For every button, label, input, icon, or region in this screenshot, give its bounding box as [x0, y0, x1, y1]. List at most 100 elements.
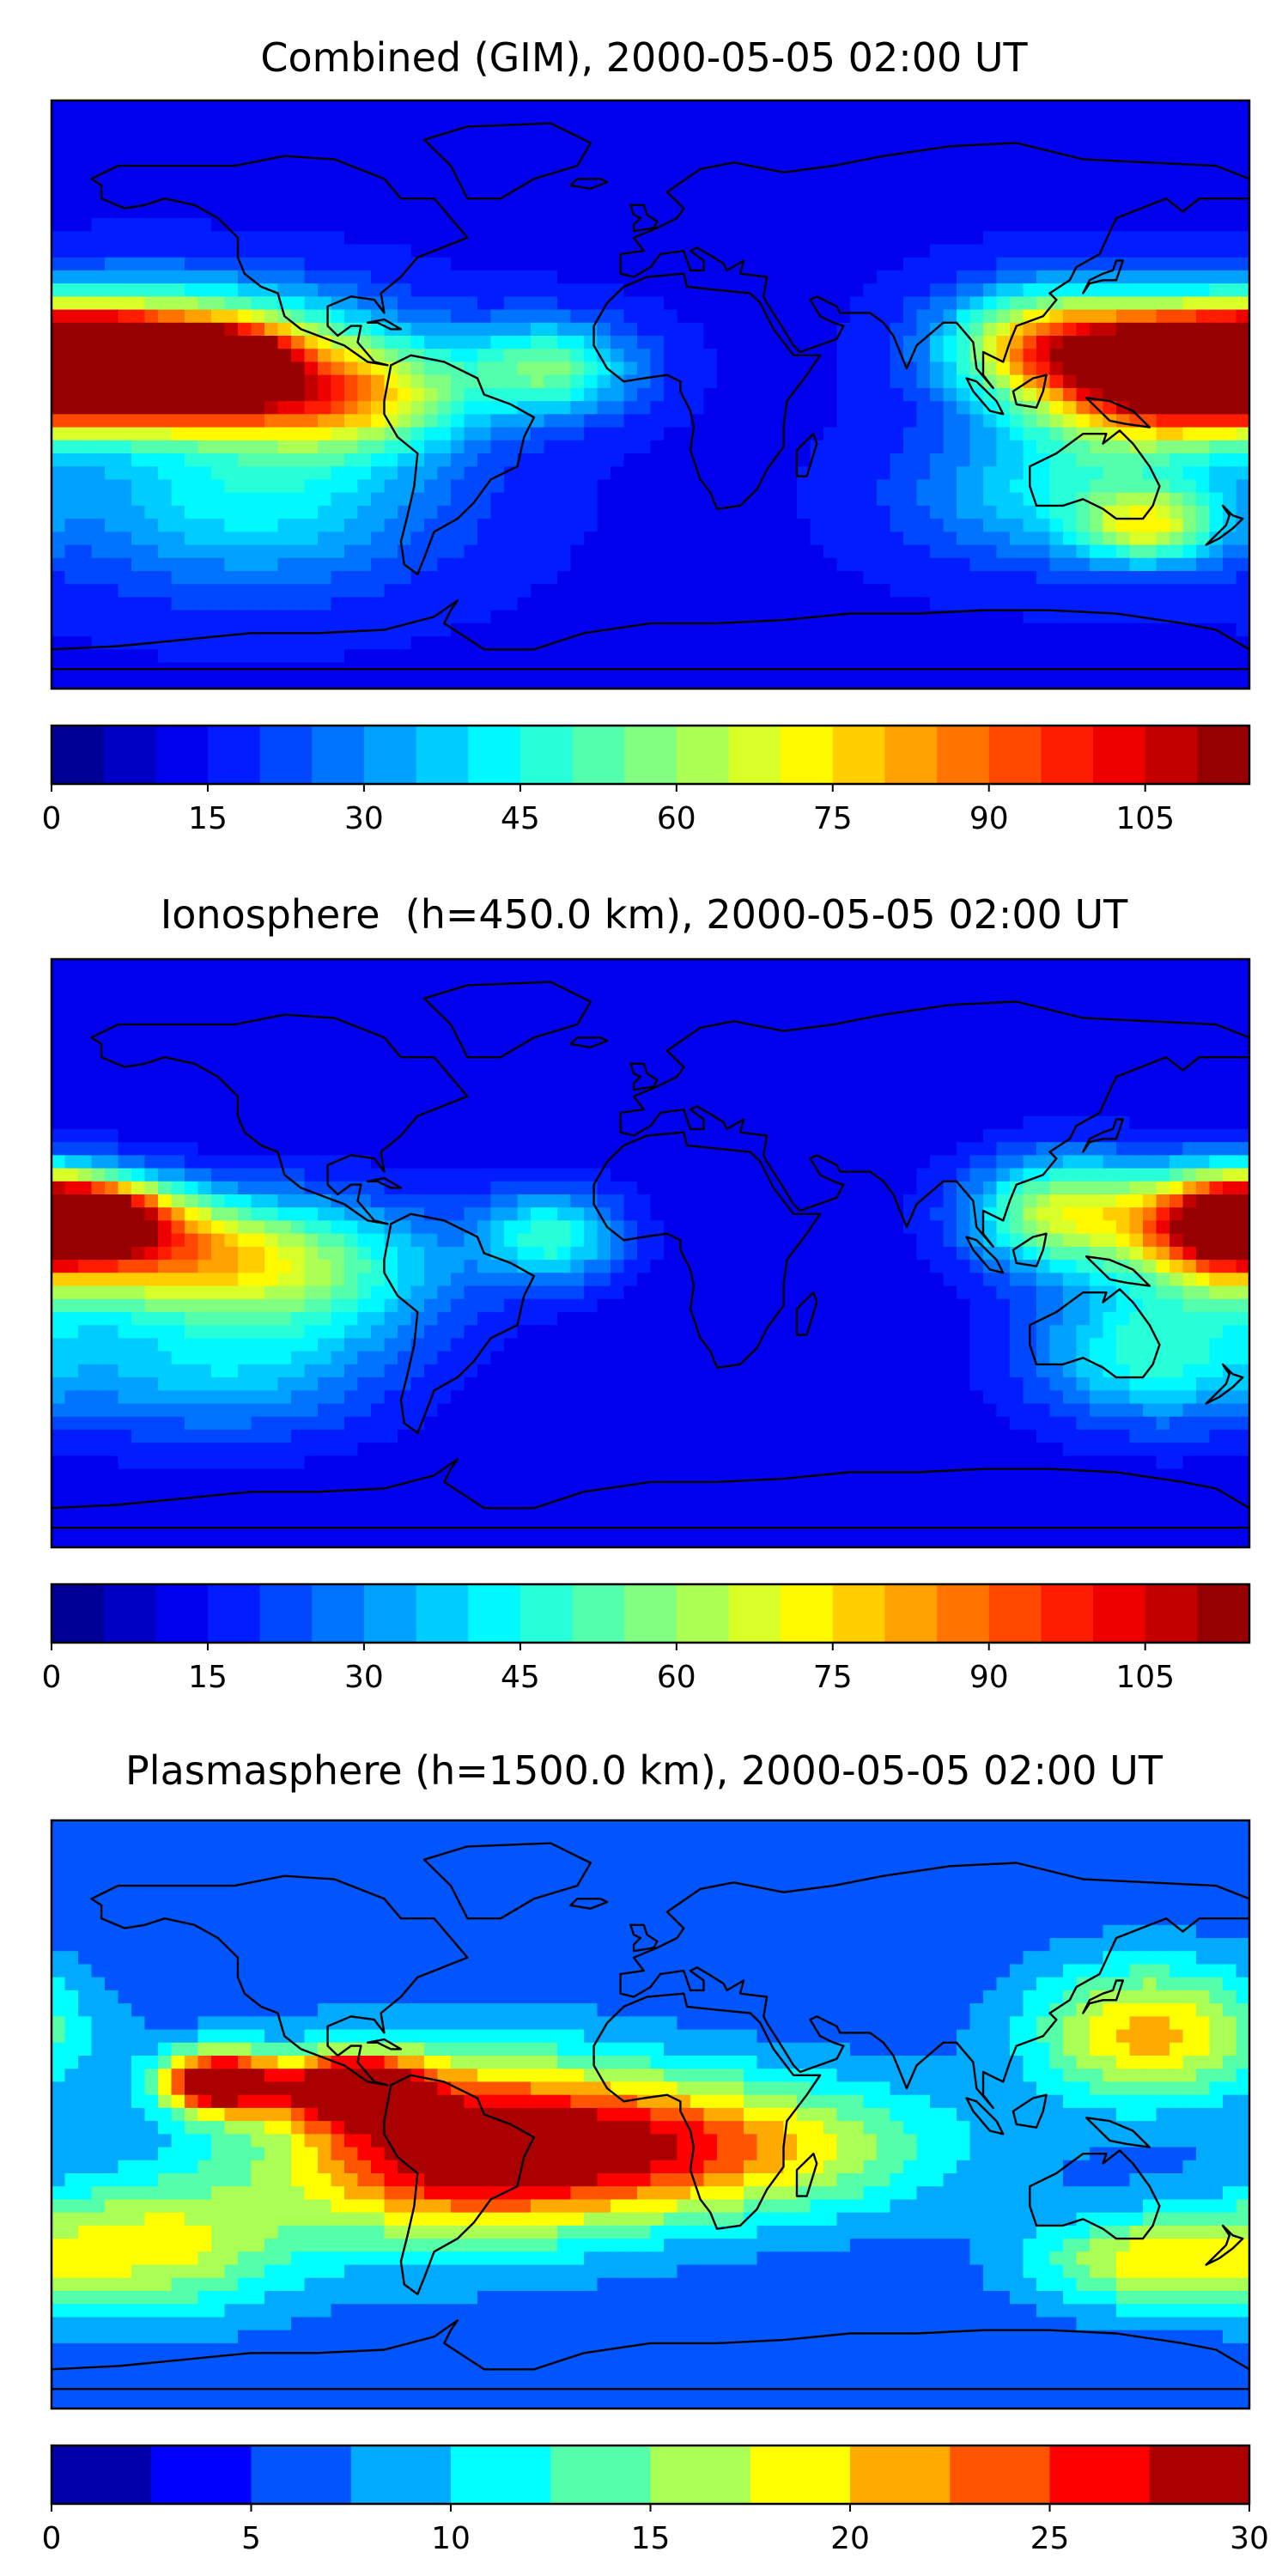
map-cell [437, 166, 452, 179]
map-cell [464, 998, 478, 1012]
map-cell [783, 1050, 798, 1065]
map-cell [531, 244, 545, 258]
map-cell [91, 1011, 106, 1025]
map-field-panel-1 [52, 959, 1249, 1547]
map-cell [1236, 440, 1249, 454]
map-cell [1023, 270, 1037, 284]
map-cell [1196, 557, 1211, 572]
map-cell [264, 453, 279, 467]
map-cell [916, 453, 931, 467]
map-cell [836, 283, 851, 297]
map-cell [371, 479, 386, 494]
map-cell [318, 532, 332, 546]
map-cell [623, 519, 638, 532]
map-cell [517, 100, 532, 114]
map-cell [384, 296, 398, 311]
map-cell [677, 584, 691, 598]
map-cell [291, 1077, 306, 1091]
map-cell [490, 479, 505, 494]
map-cell [717, 532, 732, 546]
map-cell [557, 374, 572, 389]
map-cell [1236, 584, 1249, 598]
map-cell [783, 1063, 798, 1078]
map-cell [664, 349, 678, 363]
map-cell [930, 544, 945, 559]
map-cell [64, 257, 79, 271]
map-cell [371, 1037, 386, 1052]
map-cell [903, 152, 918, 167]
map-cell [477, 113, 492, 128]
map-cell [1090, 998, 1104, 1012]
map-cell [1170, 270, 1184, 284]
map-cell [664, 1077, 678, 1091]
map-cell [584, 519, 598, 532]
map-cell [277, 231, 292, 246]
map-cell [1036, 257, 1051, 271]
map-cell [504, 519, 519, 532]
map-cell [1090, 191, 1104, 206]
map-cell [131, 466, 146, 481]
map-cell [238, 336, 252, 349]
map-cell [517, 257, 532, 271]
map-cell [677, 675, 691, 689]
map-cell [611, 401, 625, 415]
map-cell [1116, 166, 1131, 179]
map-cell [783, 636, 798, 650]
map-cell [1063, 649, 1078, 664]
map-cell [996, 1011, 1011, 1025]
map-cell [611, 571, 625, 585]
map-cell [318, 959, 332, 973]
map-cell [171, 636, 185, 650]
map-cell [730, 336, 744, 349]
map-cell [52, 1063, 66, 1078]
map-cell [357, 231, 372, 246]
map-cell [770, 361, 785, 376]
map-cell [158, 179, 173, 193]
map-cell [384, 401, 398, 415]
map-cell [664, 479, 678, 494]
map-cell [611, 179, 625, 193]
map-cell [544, 218, 558, 232]
map-cell [105, 998, 119, 1012]
map-cell [144, 544, 159, 559]
map-cell [703, 440, 718, 454]
map-cell [185, 361, 199, 376]
map-cell [1063, 218, 1078, 232]
map-cell [570, 571, 585, 585]
map-cell [664, 557, 678, 572]
map-cell [384, 479, 398, 494]
map-cell [836, 244, 851, 258]
map-cell [637, 283, 652, 297]
map-cell [131, 440, 146, 454]
coastline [965, 377, 1005, 416]
map-cell [384, 972, 398, 987]
map-cell [504, 296, 519, 311]
map-cell [703, 1037, 718, 1052]
map-cell [1036, 1050, 1051, 1065]
map-cell [650, 374, 665, 389]
map-cell [1170, 166, 1184, 179]
map-cell [531, 257, 545, 271]
map-cell [477, 584, 492, 598]
map-cell [703, 972, 718, 987]
map-cell [557, 1037, 572, 1052]
map-cell [1076, 414, 1091, 428]
map-cell [531, 349, 545, 363]
map-cell [504, 204, 519, 219]
map-cell [437, 1024, 452, 1038]
map-cell [105, 959, 119, 973]
map-cell [1209, 387, 1224, 402]
map-cell [490, 1024, 505, 1038]
map-cell [357, 336, 372, 349]
map-cell [983, 492, 998, 507]
map-cell [52, 1037, 66, 1052]
map-cell [318, 985, 332, 999]
map-cell [783, 126, 798, 141]
map-cell [52, 139, 66, 154]
map-cell [677, 571, 691, 585]
map-cell [890, 492, 904, 507]
map-cell [1129, 152, 1144, 167]
map-cell [863, 401, 878, 415]
map-cell [424, 270, 439, 284]
map-cell [544, 453, 558, 467]
